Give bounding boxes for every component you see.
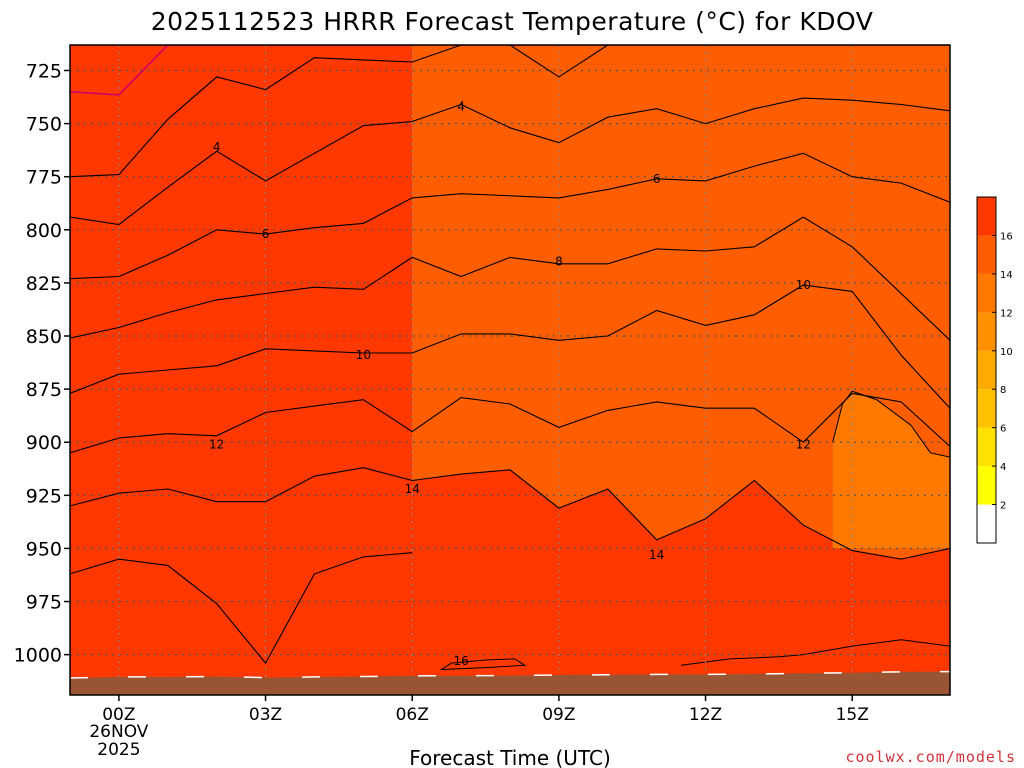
x-tick-label-09Z: 09Z [542, 705, 575, 725]
warm-pocket-16c-12z-17z [681, 639, 950, 679]
colorbar-swatch-8 [977, 197, 996, 236]
x-tick-label-03Z: 03Z [249, 705, 282, 725]
y-tick-label-850: 850 [26, 326, 62, 348]
y-tick-label-800: 800 [26, 220, 62, 242]
y-tick-label-875: 875 [26, 379, 62, 401]
colorbar-label-14: 14 [1000, 270, 1013, 281]
isotherm-labels: 4 4 6 6 8 10 10 12 12 14 14 16 [209, 100, 811, 668]
x-tick-label-12Z: 12Z [689, 705, 722, 725]
y-tick-label-750: 750 [26, 114, 62, 136]
y-tick-label-1000: 1000 [14, 645, 62, 667]
colorbar-label-12: 12 [1000, 308, 1013, 319]
y-tick-label-925: 925 [26, 485, 62, 507]
temperature-fill-bands [70, 45, 950, 695]
colorbar-legend: 2 4 6 8 10 12 14 16 [976, 196, 1013, 544]
colorbar-swatch-1 [977, 466, 996, 505]
colorbar-label-4: 4 [1000, 462, 1006, 473]
warm-pocket-16c-07z [439, 658, 527, 671]
colorbar-label-10: 10 [1000, 347, 1013, 358]
y-tick-label-725: 725 [26, 60, 62, 82]
isotherm-8c [70, 216, 950, 341]
isotherm-10c [70, 284, 950, 409]
isotherm-label-9: 14 [405, 482, 420, 496]
isotherm-label-11: 16 [453, 654, 468, 668]
isotherm-label-10: 14 [649, 548, 664, 562]
x-date-label-year: 2025 [97, 740, 140, 760]
isotherm-label-8: 12 [796, 437, 811, 451]
ground-fill [70, 671, 950, 695]
x-axis-label: Forecast Time (UTC) [409, 746, 611, 768]
isotherm-label-6: 10 [796, 278, 811, 292]
isotherm-2c [70, 45, 950, 178]
y-tick-label-825: 825 [26, 273, 62, 295]
colorbar-swatch-4 [977, 350, 996, 390]
isotherm-label-3: 6 [653, 172, 661, 186]
colorbar-label-2: 2 [1000, 501, 1006, 512]
band-fill-below-16c [70, 45, 413, 664]
isotherm-label-7: 12 [209, 437, 224, 451]
isotherm-4c [70, 97, 950, 226]
plot-frame [69, 44, 951, 696]
isotherm-12c-dome [832, 390, 950, 458]
colorbar-swatch-6 [977, 273, 996, 313]
colorbar-label-16: 16 [1000, 231, 1013, 242]
x-tick-label-00Z: 00Z [102, 705, 135, 725]
x-date-label-day: 26NOV [89, 722, 148, 742]
isotherm-label-2: 6 [262, 227, 270, 241]
isotherm-16c-east [681, 639, 950, 666]
isotherm-label-1: 4 [457, 100, 465, 114]
isotherm-label-4: 8 [555, 255, 563, 269]
x-tick-label-06Z: 06Z [396, 705, 429, 725]
colorbar-swatch-7 [977, 235, 996, 274]
isotherm-16c [70, 552, 413, 665]
isotherm-lines [70, 45, 950, 665]
y-tick-label-950: 950 [26, 538, 62, 560]
colorbar-swatch-2 [977, 427, 996, 467]
isotherm-label-0: 4 [213, 140, 221, 154]
ground-surface [70, 670, 950, 695]
warm-dome-fill [832, 391, 950, 549]
y-tick-label-775: 775 [26, 167, 62, 189]
isotherm-12c [70, 392, 950, 454]
colorbar-frame [976, 196, 997, 544]
isotherm-label-5: 10 [356, 348, 371, 362]
y-tick-label-900: 900 [26, 432, 62, 454]
credit-text: coolwx.com/models [845, 748, 1016, 766]
y-axis: 725 750 775 800 825 850 875 900 925 950 975 1000 [14, 60, 70, 667]
colorbar-label-8: 8 [1000, 385, 1006, 396]
isotherm-14c [70, 467, 950, 560]
colorbar-swatch-5 [977, 312, 996, 351]
isotherm-6c [70, 152, 950, 280]
colorbar-swatch-3 [977, 389, 996, 428]
y-tick-label-975: 975 [26, 592, 62, 614]
colorbar-swatch-0 [977, 504, 996, 543]
x-tick-label-15Z: 15Z [836, 705, 869, 725]
chart-title: 2025112523 HRRR Forecast Temperature (°C… [151, 7, 874, 36]
colorbar-label-6: 6 [1000, 424, 1006, 435]
